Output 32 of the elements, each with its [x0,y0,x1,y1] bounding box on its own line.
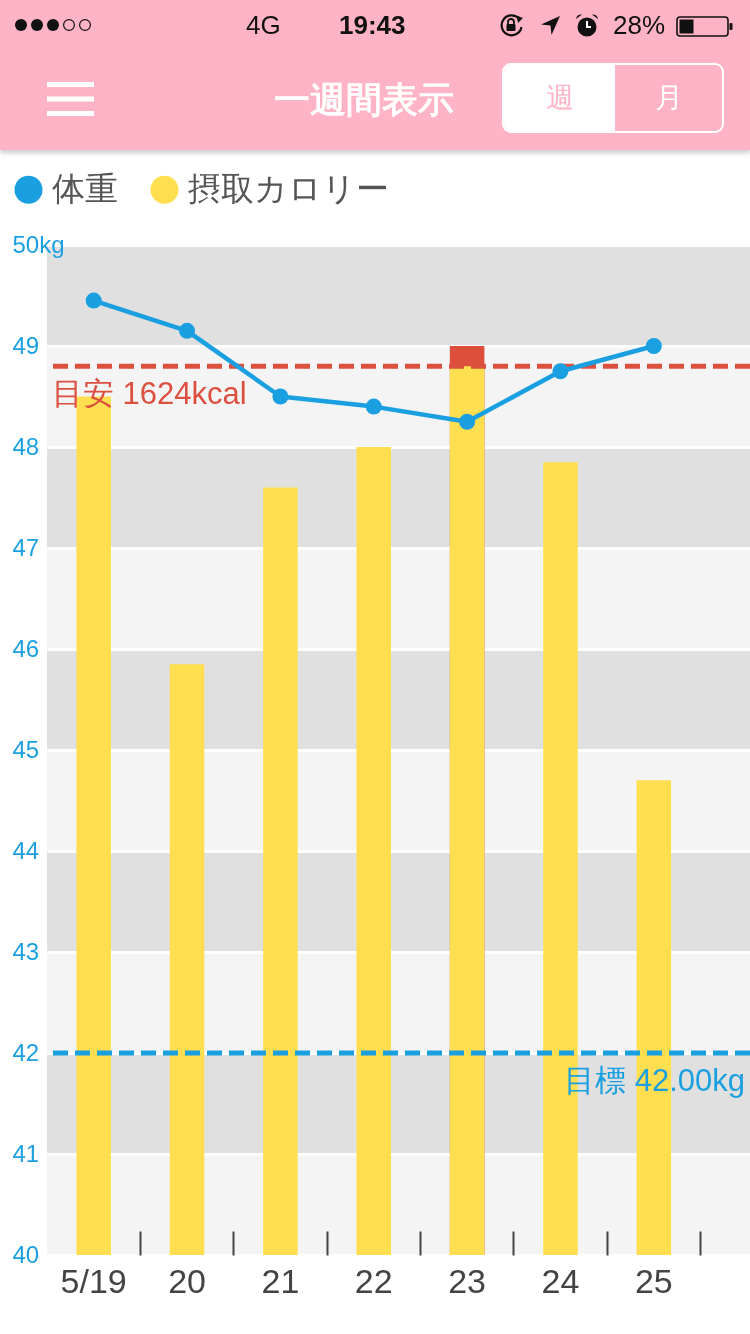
y-tick-label: 48 [12,432,40,460]
y-tick-label: 46 [12,634,40,662]
x-tick-label: 23 [448,1261,487,1300]
text: 19:43 [339,10,406,40]
point [85,292,102,309]
x-tick-label: 24 [541,1261,580,1300]
legend-label: 摂取カロリー [188,169,389,207]
x-tick-label: 25 [634,1261,673,1300]
y-tick-label: 50kg [12,230,65,258]
point [552,363,569,380]
legend-label: 体重 [52,169,118,207]
point [645,338,662,354]
text: 4G [246,10,281,40]
y-tick-label: 40 [12,1240,40,1268]
point [179,322,196,339]
x-tick-label: 20 [168,1261,206,1300]
point [272,388,289,405]
y-tick-label: 44 [12,836,40,864]
point [365,398,382,415]
y-tick-label: 42 [12,1038,40,1066]
point [459,413,476,430]
x-tick-label: 5/19 [60,1261,127,1300]
y-tick-label: 49 [12,331,40,359]
segmented-control: 週 月 [502,63,724,133]
chart-title: 一週間表示 [274,78,454,122]
y-tick-label: 43 [12,937,40,965]
y-tick-label: 47 [12,533,40,561]
y-tick-label: 45 [12,735,40,763]
x-tick-label: 22 [354,1261,393,1300]
y-tick-label: 41 [12,1139,40,1167]
text: 28% [613,10,666,40]
x-tick-label: 21 [261,1261,300,1300]
